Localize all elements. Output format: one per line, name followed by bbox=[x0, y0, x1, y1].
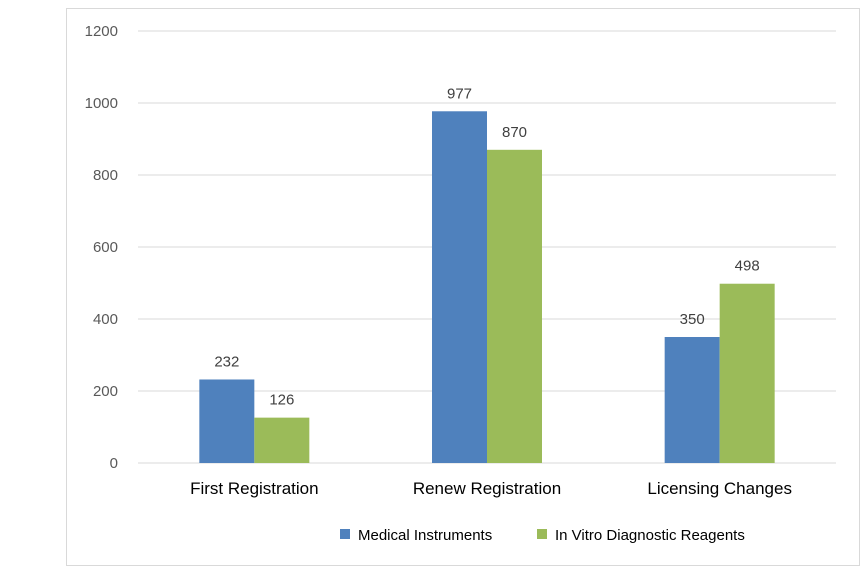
y-tick-label-1200: 1200 bbox=[85, 23, 118, 40]
bar-renew-registration-in-vitro-diagnostic-reagents bbox=[487, 149, 542, 464]
legend-swatch-in-vitro-diagnostic-reagents bbox=[537, 529, 547, 539]
legend-label-in-vitro-diagnostic-reagents: In Vitro Diagnostic Reagents bbox=[555, 527, 745, 544]
data-label-first-registration-medical-instruments: 232 bbox=[214, 353, 239, 370]
category-label-first-registration: First Registration bbox=[190, 479, 318, 498]
data-label-licensing-changes-in-vitro-diagnostic-reagents: 498 bbox=[735, 258, 760, 275]
y-tick-label-400: 400 bbox=[93, 311, 118, 328]
y-axis-ticks: 0 200 400 600 800 1000 1200 bbox=[85, 23, 118, 472]
legend-label-medical-instruments: Medical Instruments bbox=[358, 527, 492, 544]
data-label-licensing-changes-medical-instruments: 350 bbox=[680, 311, 705, 328]
bar-first-registration-medical-instruments bbox=[199, 379, 255, 463]
y-tick-label-200: 200 bbox=[93, 383, 118, 400]
bar-licensing-changes-in-vitro-diagnostic-reagents bbox=[719, 283, 775, 463]
category-labels: First Registration Renew Registration Lice… bbox=[190, 479, 792, 498]
data-label-renew-registration-in-vitro-diagnostic-reagents: 870 bbox=[502, 124, 527, 141]
data-labels: 232 126 977 870 350 498 bbox=[214, 85, 759, 408]
y-tick-label-0: 0 bbox=[110, 455, 118, 472]
bar-renew-registration-medical-instruments bbox=[432, 111, 487, 463]
data-label-renew-registration-medical-instruments: 977 bbox=[447, 85, 472, 102]
bars bbox=[199, 111, 775, 464]
bar-first-registration-in-vitro-diagnostic-reagents bbox=[254, 417, 310, 463]
data-label-first-registration-in-vitro-diagnostic-reagents: 126 bbox=[269, 392, 294, 409]
y-tick-label-800: 800 bbox=[93, 167, 118, 184]
legend-swatch-medical-instruments bbox=[340, 529, 350, 539]
category-label-licensing-changes: Licensing Changes bbox=[647, 479, 792, 498]
y-tick-label-1000: 1000 bbox=[85, 95, 118, 112]
y-tick-label-600: 600 bbox=[93, 239, 118, 256]
category-label-renew-registration: Renew Registration bbox=[413, 479, 561, 498]
bar-licensing-changes-medical-instruments bbox=[664, 337, 720, 463]
legend: Medical Instruments In Vitro Diagnostic R… bbox=[340, 527, 745, 544]
